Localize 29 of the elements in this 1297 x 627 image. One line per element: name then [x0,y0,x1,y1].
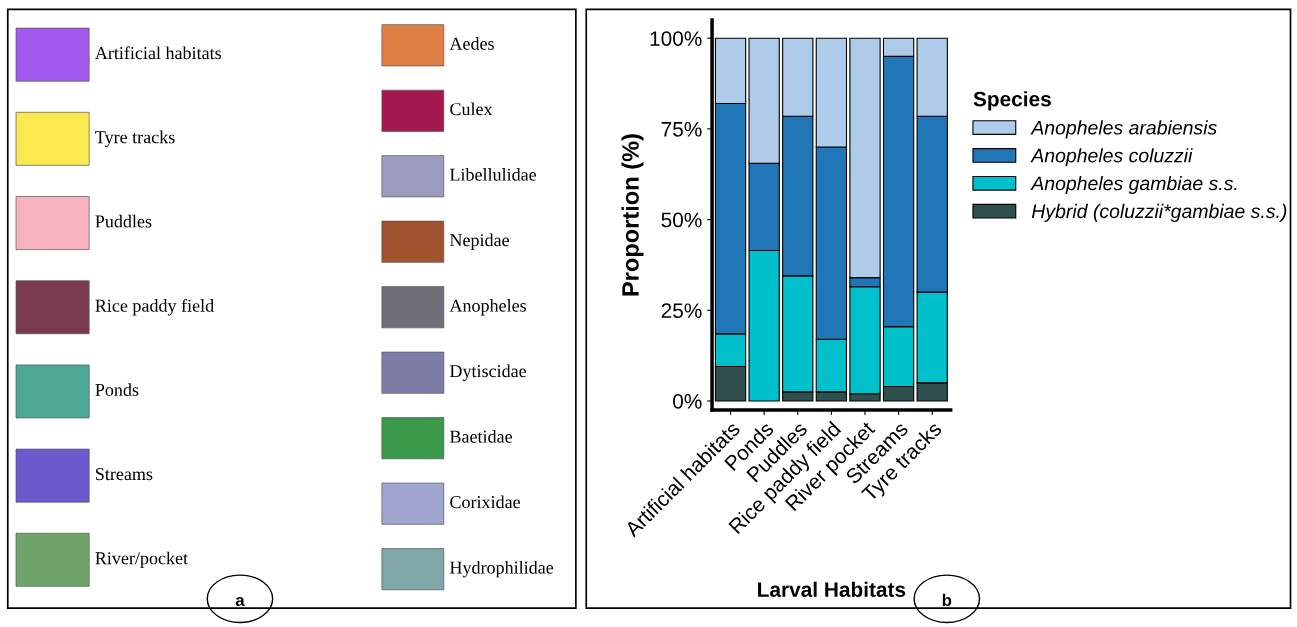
legend-title: Species [973,91,1051,111]
legend-label: Anopheles coluzzii [1030,148,1193,167]
legend-label: Hybrid (coluzzii*gambiae s.s.) [1031,203,1287,222]
text: b [942,593,952,607]
y-tick-label: 25% [661,303,702,319]
category-label: Aedes [449,37,494,50]
category-label: River/pocket [95,551,188,569]
y-tick-label: 75% [661,121,702,137]
x-axis-title: Larval Habitats [758,581,906,597]
category-label: Artificial habitats [94,46,221,60]
category-label: Tyre tracks [95,130,175,148]
legend-label: Anopheles arabiensis [1030,120,1217,139]
category-label: Ponds [95,383,139,396]
legend-label: Anopheles gambiae s.s. [1030,175,1237,195]
y-tick-label: 50% [661,212,702,228]
text: a [235,596,245,607]
category-label: Nepidae [449,233,509,250]
category-label: Libellulidae [449,168,537,181]
category-label: Corixidae [450,495,521,509]
category-label: Baetidae [449,430,512,443]
category-label: Puddles [95,214,152,228]
y-tick-label: 0% [673,393,702,409]
y-tick-label: 100% [650,31,702,46]
category-label: Rice paddy field [95,298,214,316]
category-label: Hydrophilidae [449,560,554,578]
category-label: Anopheles [449,299,526,316]
category-label: Culex [450,102,493,116]
y-axis-title: Proportion (%) [621,134,644,296]
category-label: Dytiscidae [449,364,527,381]
